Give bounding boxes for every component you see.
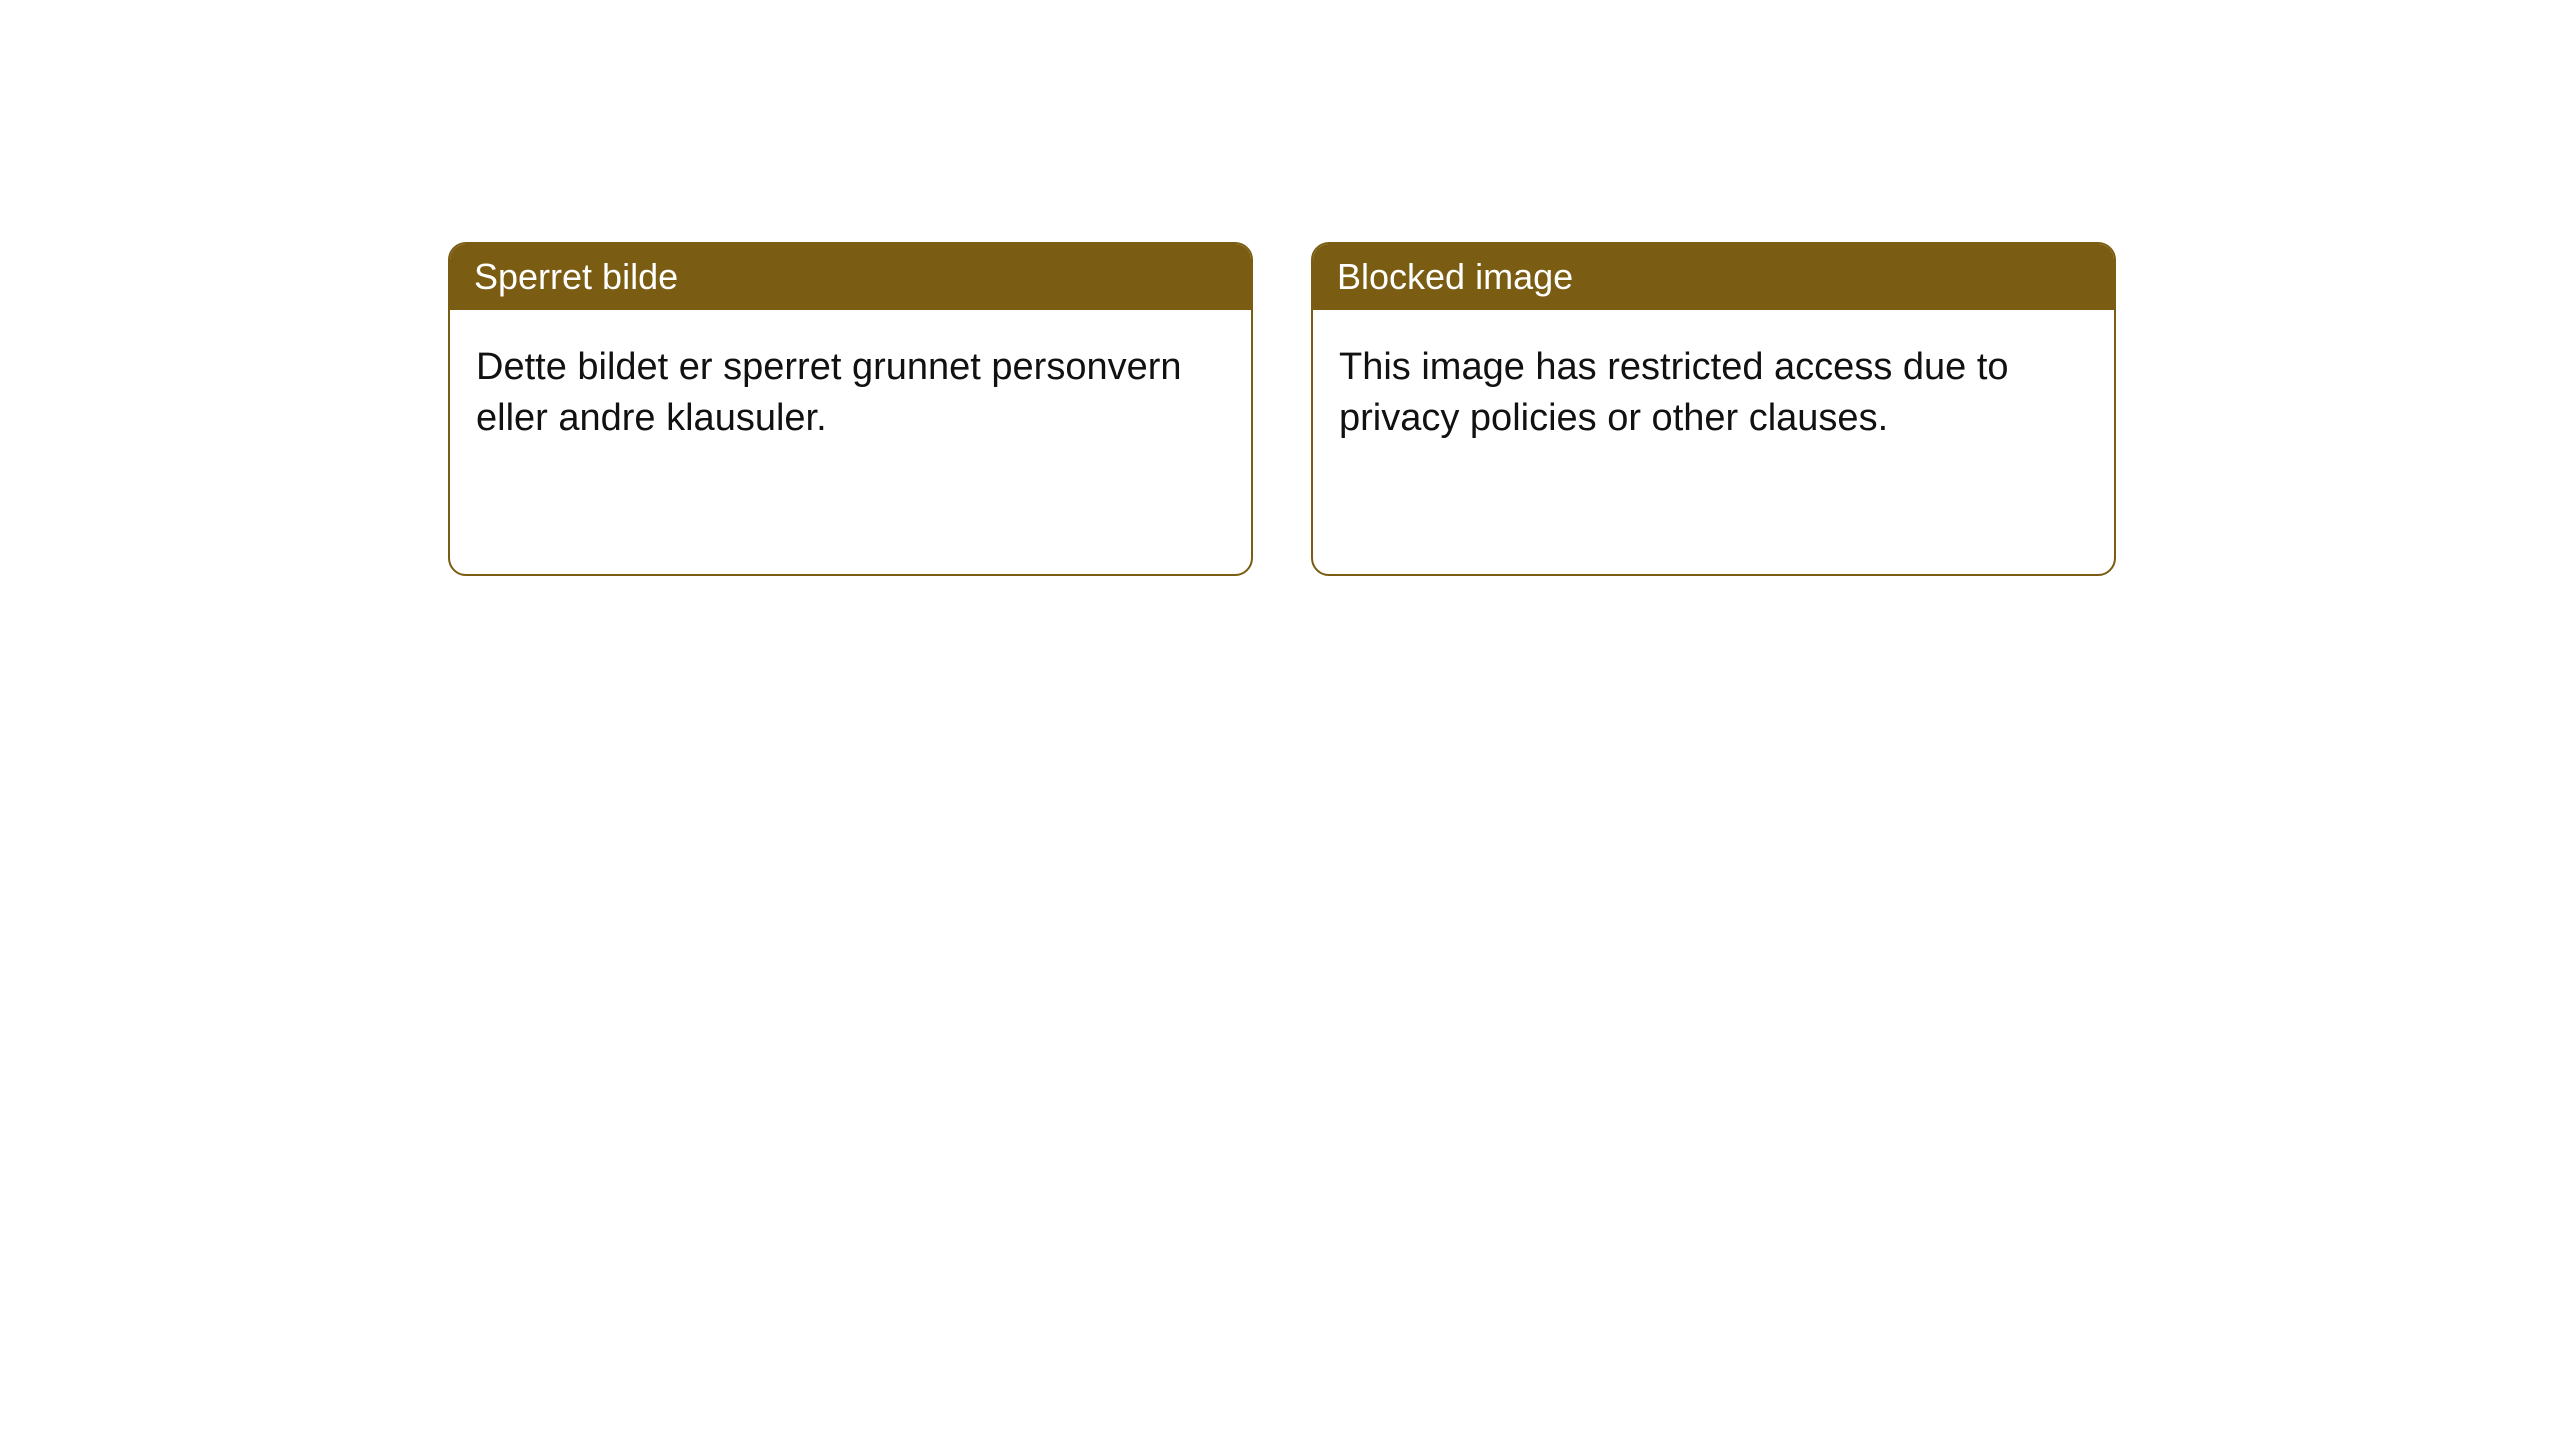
- notice-body: This image has restricted access due to …: [1313, 310, 2114, 477]
- notice-header: Blocked image: [1313, 244, 2114, 310]
- notice-container: Sperret bilde Dette bildet er sperret gr…: [448, 242, 2116, 576]
- notice-box-english: Blocked image This image has restricted …: [1311, 242, 2116, 576]
- notice-body: Dette bildet er sperret grunnet personve…: [450, 310, 1251, 477]
- notice-header: Sperret bilde: [450, 244, 1251, 310]
- notice-box-norwegian: Sperret bilde Dette bildet er sperret gr…: [448, 242, 1253, 576]
